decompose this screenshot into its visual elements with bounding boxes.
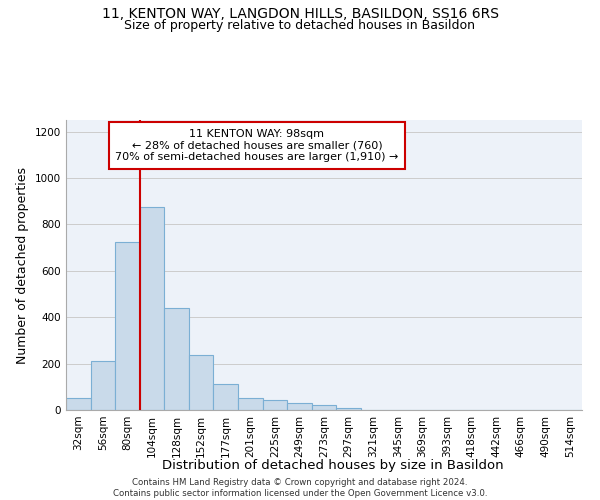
Text: Contains HM Land Registry data © Crown copyright and database right 2024.
Contai: Contains HM Land Registry data © Crown c…: [113, 478, 487, 498]
Text: Distribution of detached houses by size in Basildon: Distribution of detached houses by size …: [162, 460, 504, 472]
Bar: [287, 403, 312, 410]
Bar: [238, 398, 263, 410]
Text: 11, KENTON WAY, LANGDON HILLS, BASILDON, SS16 6RS: 11, KENTON WAY, LANGDON HILLS, BASILDON,…: [101, 8, 499, 22]
Y-axis label: Number of detached properties: Number of detached properties: [16, 166, 29, 364]
Text: Size of property relative to detached houses in Basildon: Size of property relative to detached ho…: [125, 18, 476, 32]
Text: 11 KENTON WAY: 98sqm
← 28% of detached houses are smaller (760)
70% of semi-deta: 11 KENTON WAY: 98sqm ← 28% of detached h…: [115, 128, 398, 162]
Bar: [115, 242, 140, 410]
Bar: [164, 308, 189, 410]
Bar: [91, 362, 115, 410]
Bar: [312, 406, 336, 410]
Bar: [140, 207, 164, 410]
Bar: [66, 398, 91, 410]
Bar: [189, 356, 214, 410]
Bar: [263, 400, 287, 410]
Bar: [214, 384, 238, 410]
Bar: [336, 408, 361, 410]
